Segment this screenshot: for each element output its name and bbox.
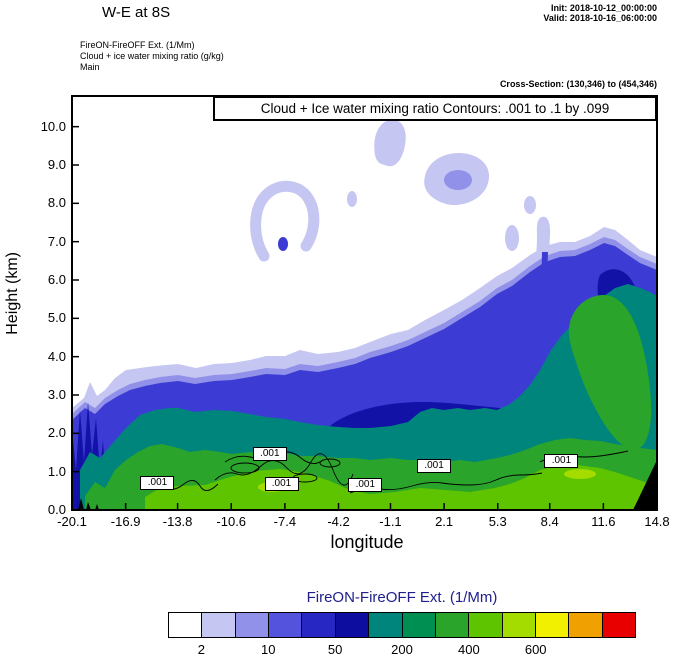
y-tick-label: 2.0 — [47, 425, 66, 441]
blue-core-streak — [541, 252, 548, 308]
y-tick-label: 8.0 — [47, 195, 66, 211]
colorbar-tick-label: 50 — [327, 642, 343, 657]
cloud-patch-top-center — [374, 119, 406, 167]
green-core-right — [568, 294, 652, 450]
colorbar-cell — [534, 613, 569, 637]
blue-dot-in-ring — [278, 237, 288, 251]
x-tick-label: -10.6 — [216, 514, 247, 529]
y-tick-label: 6.0 — [47, 272, 66, 287]
colorbar-tick-label: 10 — [261, 642, 276, 657]
contour-fill-bright-green — [145, 464, 657, 510]
cloud-patch-small-3 — [347, 191, 357, 207]
contour-loop-3 — [319, 458, 341, 468]
colorbar-cell — [468, 613, 502, 637]
cloud-patch-ring — [250, 180, 320, 262]
colorbar-cell — [201, 613, 235, 637]
colorbar-tick-label: 2 — [197, 642, 206, 657]
colorbar-cell — [568, 613, 602, 637]
colorbar-tick-label: 200 — [391, 642, 413, 657]
yellow-green-spot-2 — [564, 469, 596, 479]
x-tick-label: -1.1 — [379, 514, 402, 529]
colorbar-tick-label: 400 — [457, 642, 480, 657]
contour-value-label: .001 — [252, 447, 287, 462]
valid-timestamp: Valid: 2018-10-16_06:00:00 — [543, 13, 657, 23]
contour-value-label: .001 — [140, 476, 175, 491]
colorbar-cell — [501, 613, 535, 637]
x-tick-label: 2.1 — [435, 514, 454, 529]
colorbar-cell — [301, 613, 335, 637]
y-tick-label: 5.0 — [47, 310, 66, 326]
colorbar-cell — [401, 613, 435, 637]
x-tick-label: 5.3 — [488, 514, 507, 529]
x-tick-label: -16.9 — [110, 514, 141, 529]
terrain-wedge — [633, 460, 657, 510]
contour-line-3 — [349, 472, 543, 494]
colorbar — [168, 612, 636, 638]
y-tick-label: 10.0 — [40, 118, 66, 134]
colorbar-cell — [268, 613, 302, 637]
subtitle-overlay: Cloud + ice water mixing ratio (g/kg) — [80, 51, 224, 61]
colorbar-cell — [334, 613, 369, 637]
x-tick-label: -4.2 — [327, 514, 350, 529]
colorbar-cell — [601, 613, 636, 637]
y-tick-label: 0.0 — [47, 502, 66, 517]
colorbar-cell — [368, 613, 402, 637]
cloud-patch-core — [444, 170, 472, 190]
y-tick-label: 9.0 — [47, 157, 66, 172]
subtitle-grid: Main — [80, 62, 100, 72]
subtitle-variable: FireON-FireOFF Ext. (1/Mm) — [80, 40, 195, 50]
contour-loop-1 — [230, 462, 260, 474]
figure-title: W-E at 8S — [102, 4, 171, 21]
contour-value-label: .001 — [417, 458, 452, 473]
x-tick-label: 14.8 — [644, 514, 670, 529]
x-tick-label: -20.1 — [57, 514, 87, 529]
contour-value-label: .001 — [348, 478, 383, 493]
cross-section-info: Cross-Section: (130,346) to (454,346) — [499, 79, 657, 89]
colorbar-cell — [434, 613, 469, 637]
cloud-patch-small-2 — [524, 196, 536, 214]
y-tick-label: 7.0 — [47, 233, 66, 249]
contour-line-2 — [214, 453, 354, 486]
cloud-patch-small-1 — [505, 225, 519, 251]
contour-value-label: .001 — [264, 476, 299, 491]
axis-ticks — [71, 125, 658, 511]
colorbar-cell — [234, 613, 269, 637]
init-timestamp: Init: 2018-10-12_00:00:00 — [550, 3, 657, 13]
y-tick-label: 4.0 — [47, 348, 66, 364]
x-tick-label: 11.6 — [591, 514, 616, 529]
plot-title-box: Cloud + Ice water mixing ratio Contours:… — [213, 96, 657, 121]
x-tick-label: -7.4 — [273, 514, 297, 529]
y-tick-label: 1.0 — [47, 463, 66, 479]
x-tick-label: -13.8 — [162, 514, 193, 529]
colorbar-title: FireON-FireOFF Ext. (1/Mm) — [306, 589, 498, 606]
x-tick-label: 8.4 — [540, 514, 559, 529]
x-axis-label: longitude — [330, 532, 404, 552]
colorbar-cell — [169, 613, 202, 637]
colorbar-tick-label: 600 — [524, 642, 547, 657]
contour-value-label: .001 — [544, 453, 579, 468]
y-tick-label: 3.0 — [47, 387, 66, 402]
terrain-specks-left — [78, 498, 99, 510]
